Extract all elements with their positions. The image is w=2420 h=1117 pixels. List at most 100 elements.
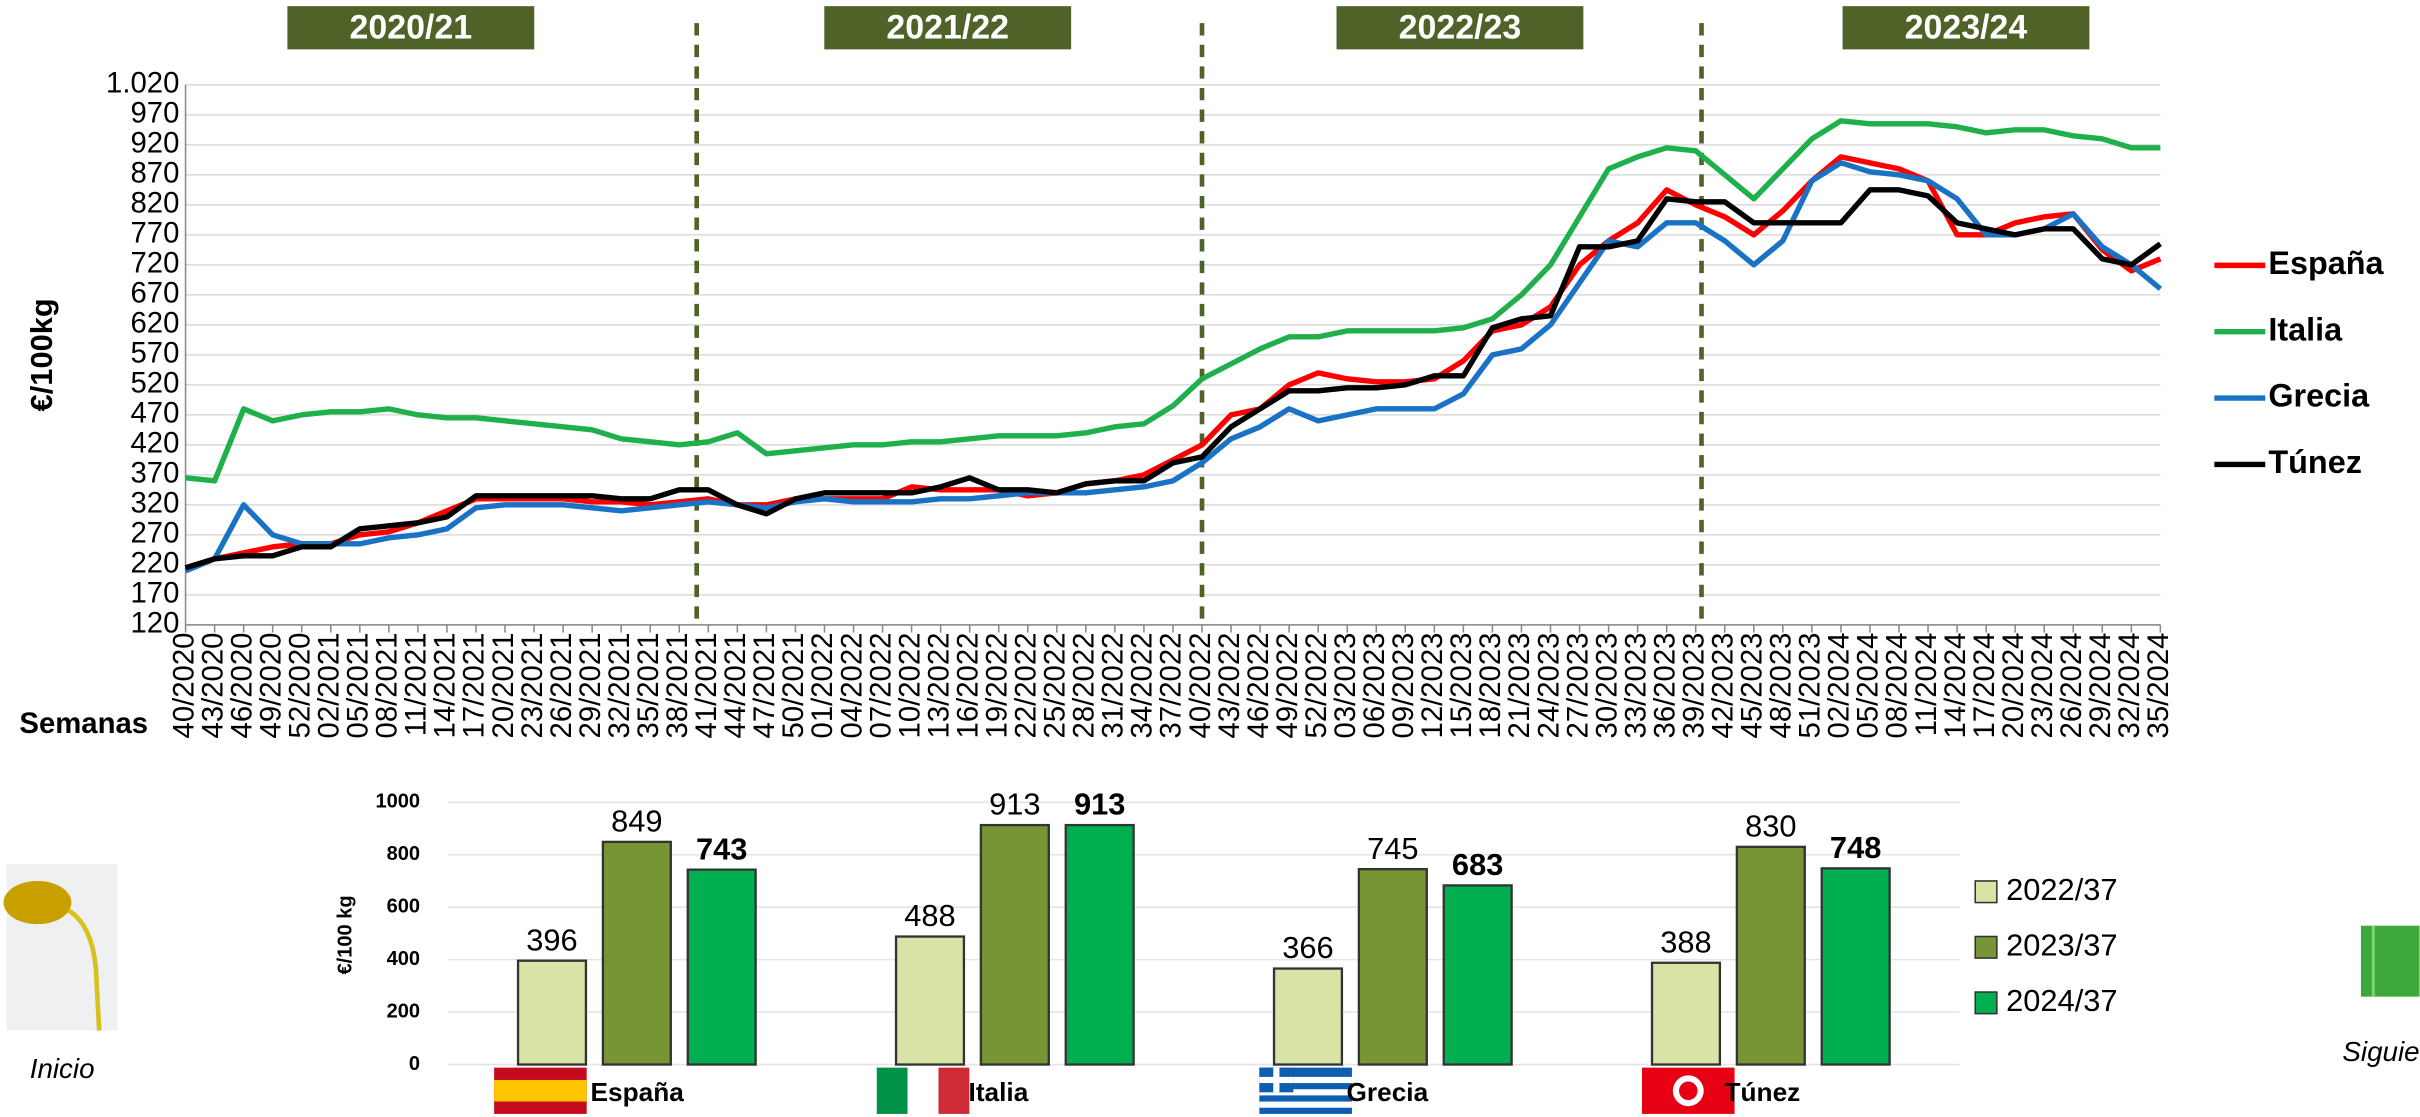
x-tick-label: 13/2022 xyxy=(922,633,955,739)
x-tick-label: 46/2020 xyxy=(225,633,258,739)
x-tick-label: 22/2022 xyxy=(1010,633,1043,739)
y-tick-label: 420 xyxy=(131,427,180,460)
x-tick-label: 43/2020 xyxy=(196,633,229,739)
x-tick-label: 49/2022 xyxy=(1271,633,1304,739)
value-label: 396 xyxy=(526,922,577,957)
season-box xyxy=(1336,6,1584,50)
bar xyxy=(1650,961,1722,1066)
x-tick-label: 06/2023 xyxy=(1358,633,1391,739)
bar xyxy=(1064,823,1135,1066)
value-label: 683 xyxy=(1452,847,1503,882)
next-link[interactable]: Siguie xyxy=(2342,1036,2419,1067)
season-label: 2020/21 xyxy=(349,8,472,46)
x-tick-label: Grecia xyxy=(1347,1077,1429,1107)
next-arrow[interactable] xyxy=(2360,925,2420,997)
x-tick-label: 32/2024 xyxy=(2113,633,2146,739)
legend-label: 2023/37 xyxy=(2006,927,2118,962)
y-tick-label: 870 xyxy=(131,157,180,190)
home-link[interactable]: Inicio xyxy=(30,1053,95,1084)
bar xyxy=(1272,967,1344,1066)
x-tick-label: 30/2023 xyxy=(1590,633,1623,739)
series-line xyxy=(184,160,2163,574)
x-tick-label: Túnez xyxy=(1725,1077,1801,1107)
x-tick-label: 33/2023 xyxy=(1619,633,1652,739)
x-tick-label: 25/2022 xyxy=(1039,633,1072,739)
x-tick-label: 52/2022 xyxy=(1300,633,1333,739)
y-tick-label: 670 xyxy=(131,277,180,310)
x-tick-label: 02/2021 xyxy=(313,633,346,739)
legend-label: 2022/37 xyxy=(2006,872,2118,907)
x-tick-label: 11/2024 xyxy=(1910,633,1943,737)
x-tick-label: 07/2022 xyxy=(864,633,897,739)
x-tick-label: 50/2021 xyxy=(777,633,810,739)
y-tick-label: 400 xyxy=(387,948,420,970)
bar xyxy=(1820,867,1891,1066)
bar xyxy=(979,823,1050,1066)
season-box xyxy=(1842,6,2090,50)
x-tick-label: España xyxy=(591,1077,685,1107)
x-tick-label: 31/2022 xyxy=(1097,633,1130,739)
x-tick-label: 08/2024 xyxy=(1881,633,1914,739)
x-tick-label: 24/2023 xyxy=(1532,633,1565,739)
bar xyxy=(686,868,757,1066)
x-tick-label: 45/2023 xyxy=(1736,633,1769,739)
x-tick-label: 09/2023 xyxy=(1387,633,1420,739)
x-tick-label: 08/2021 xyxy=(371,633,404,739)
season-box xyxy=(824,6,1072,50)
x-tick-label: 40/2020 xyxy=(167,633,200,739)
y-tick-label: 1000 xyxy=(375,791,420,813)
x-tick-label: 34/2022 xyxy=(1126,633,1159,739)
legend-label: España xyxy=(2268,245,2384,281)
x-tick-label: 32/2021 xyxy=(603,633,636,739)
x-tick-label: 35/2021 xyxy=(632,633,665,739)
value-label: 488 xyxy=(904,898,955,933)
value-label: 913 xyxy=(1074,787,1125,822)
legend-label: Italia xyxy=(2268,311,2343,347)
y-tick-label: 270 xyxy=(131,517,180,550)
x-tick-label: 44/2021 xyxy=(719,633,752,739)
x-tick-label: 51/2023 xyxy=(1794,633,1827,739)
y-tick-label: 120 xyxy=(131,607,180,640)
y-tick-label: 800 xyxy=(387,843,420,865)
season-label: 2021/22 xyxy=(886,8,1009,46)
x-tick-label: 05/2021 xyxy=(342,633,375,739)
y-tick-label: 820 xyxy=(131,187,180,220)
flag-spain xyxy=(494,1067,587,1114)
legend-label: Túnez xyxy=(2268,444,2362,480)
flag-greece xyxy=(1259,1067,1352,1114)
y-tick-label: 0 xyxy=(409,1053,420,1075)
value-label: 913 xyxy=(989,787,1040,822)
x-tick-label: 23/2021 xyxy=(516,633,549,739)
x-tick-label: 36/2023 xyxy=(1648,633,1681,739)
x-tick-label: Italia xyxy=(969,1077,1029,1107)
x-tick-label: 29/2021 xyxy=(574,633,607,739)
next-button[interactable] xyxy=(2360,925,2420,997)
x-tick-label: 02/2024 xyxy=(1823,633,1856,739)
x-tick-label: 27/2023 xyxy=(1561,633,1594,739)
flag-italy xyxy=(876,1067,970,1114)
x-tick-label: 18/2023 xyxy=(1474,633,1507,739)
series-line xyxy=(185,118,2161,484)
y-tick-label: 720 xyxy=(131,247,180,280)
x-tick-label: 20/2024 xyxy=(1997,633,2030,739)
season-label: 2023/24 xyxy=(1905,8,2028,46)
x-tick-label: 35/2024 xyxy=(2142,633,2175,739)
x-tick-label: 17/2021 xyxy=(458,633,491,739)
x-tick-label: 39/2023 xyxy=(1677,633,1710,739)
season-box xyxy=(287,6,535,50)
home-image[interactable] xyxy=(3,863,118,1031)
x-tick-label: 10/2022 xyxy=(893,633,926,739)
bottle[interactable] xyxy=(3,880,72,925)
season-label: 2022/23 xyxy=(1399,8,1522,46)
x-tick-label: 43/2022 xyxy=(1213,633,1246,739)
flag-tunisia xyxy=(1641,1067,1735,1114)
x-tick-label: 19/2022 xyxy=(980,633,1013,739)
oil-stream[interactable] xyxy=(66,908,102,1031)
y-tick-label: 970 xyxy=(131,97,180,130)
x-tick-label: 14/2021 xyxy=(429,633,462,739)
x-tick-label: 49/2020 xyxy=(254,633,287,739)
bar xyxy=(516,959,588,1066)
x-tick-label: 29/2024 xyxy=(2084,633,2117,739)
y-tick-label: 470 xyxy=(131,397,180,430)
